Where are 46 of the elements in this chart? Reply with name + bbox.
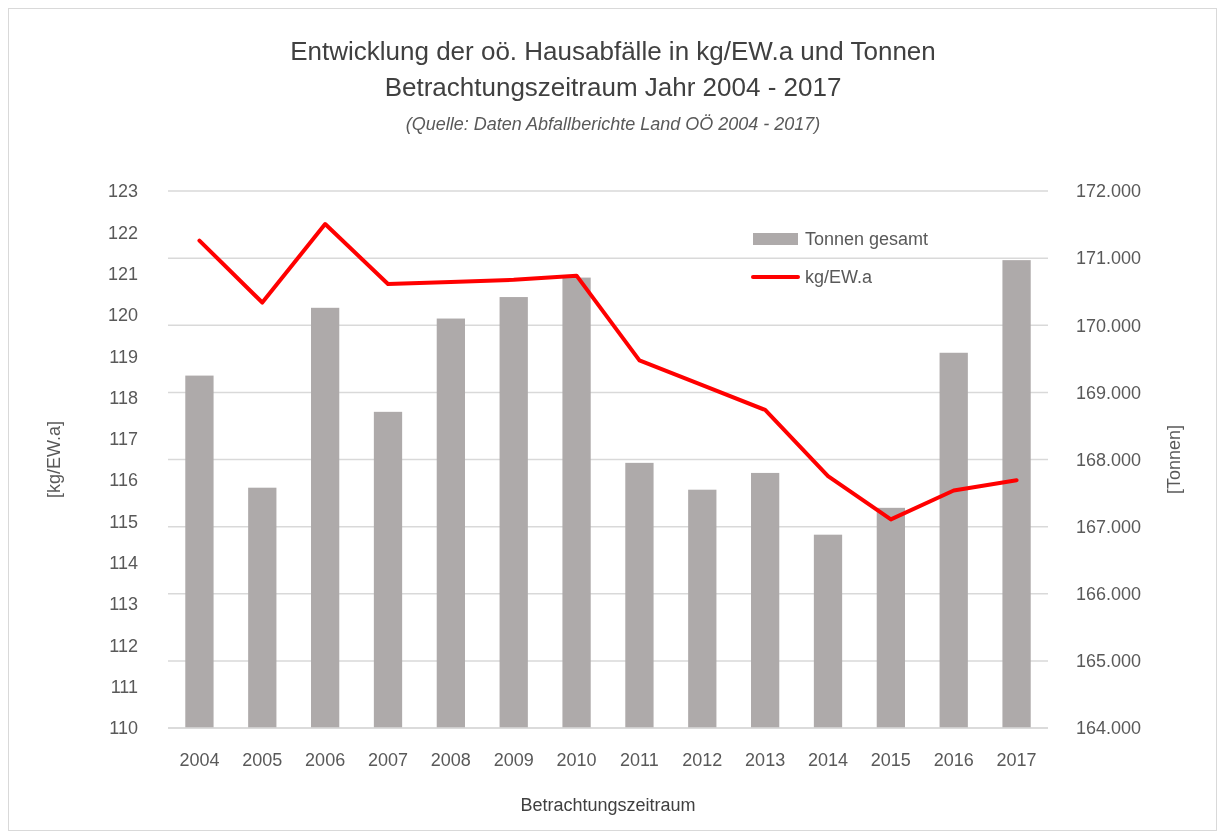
y-tick-label: 110 [109, 718, 138, 739]
y-tick-label: 120 [107, 305, 138, 326]
y2-tick-label: 168.000 [1076, 449, 1142, 470]
line-series [197, 222, 1019, 522]
x-tick-label: 2008 [430, 750, 471, 770]
y-tick-label: 119 [109, 346, 138, 367]
x-tick-label: 2007 [367, 750, 409, 770]
chart-subtitle: Betrachtungszeitraum Jahr 2004 - 2017 [384, 72, 842, 102]
x-axis-title: Betrachtungszeitraum [520, 795, 696, 815]
y-tick-label: 111 [110, 676, 138, 697]
x-tick-label: 2017 [996, 750, 1037, 770]
y2-tick-label: 166.000 [1076, 584, 1142, 605]
y-tick-label: 115 [109, 511, 138, 532]
y2-tick-label: 165.000 [1076, 651, 1142, 672]
y2-tick-label: 172.000 [1076, 181, 1142, 202]
x-tick-label: 2005 [242, 750, 283, 770]
y2-tick-label: 167.000 [1076, 516, 1142, 537]
y-tick-label: 123 [107, 181, 138, 202]
x-tick-label: 2012 [682, 750, 723, 770]
x-tick-label: 2015 [870, 750, 911, 770]
y-tick-label: 116 [109, 470, 138, 491]
x-tick-label: 2010 [556, 750, 597, 770]
y2-axis-title: [Tonnen] [1164, 424, 1184, 495]
text: (Quelle: Daten Abfallberichte Land OÖ 2004 - 2017) [405, 114, 821, 134]
x-tick-label: 2013 [745, 750, 786, 770]
x-tick-label: 2006 [305, 750, 346, 770]
y2-tick-label: 170.000 [1076, 315, 1142, 336]
y-tick-label: 122 [107, 222, 138, 243]
y-tick-label: 117 [109, 429, 138, 450]
x-tick-label: 2009 [493, 750, 534, 770]
x-tick-label: 2004 [179, 750, 220, 770]
y2-tick-label: 164.000 [1076, 718, 1142, 739]
chart-title: Entwicklung der oö. Hausabfälle in kg/EW.a und Tonnen [290, 36, 936, 66]
x-tick-label: 2014 [807, 750, 849, 770]
y-tick-label: 121 [107, 263, 138, 284]
x-tick-label: 2016 [933, 750, 974, 770]
y-tick-label: 113 [109, 594, 138, 615]
y-axis-title: [kg/EW.a] [44, 420, 64, 499]
y-tick-label: 112 [109, 635, 138, 656]
x-tick-label: 2011 [620, 750, 659, 770]
legend-label: kg/EW.a [805, 267, 874, 288]
y2-tick-label: 171.000 [1076, 248, 1142, 269]
y-tick-label: 118 [109, 387, 138, 408]
y2-tick-label: 169.000 [1076, 382, 1142, 403]
y-tick-label: 114 [109, 553, 138, 574]
legend-label: Tonnen gesamt [805, 229, 929, 250]
